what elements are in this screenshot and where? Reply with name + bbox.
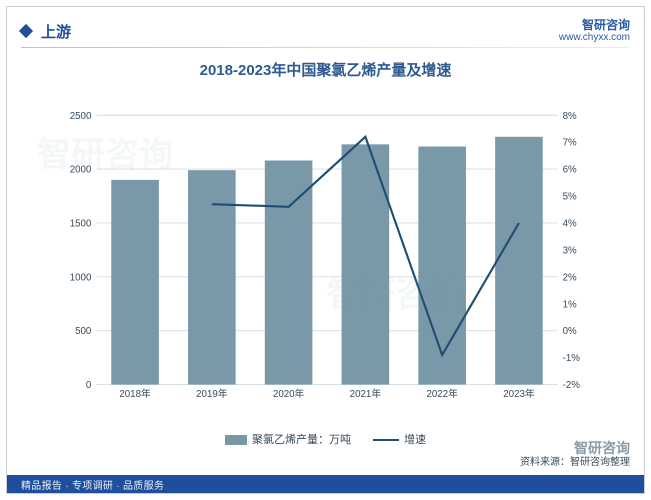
svg-text:0%: 0% [563,326,577,337]
legend-line-label: 增速 [404,434,426,446]
header: 上游 Development background 智研咨询 www.chyxx… [21,17,630,45]
bar [111,180,159,385]
svg-text:500: 500 [75,326,92,337]
svg-text:2021年: 2021年 [350,387,382,400]
header-tab: 上游 [41,21,71,42]
svg-text:7%: 7% [563,138,577,149]
footer-text: 精品报告 · 专项调研 · 品质服务 [21,477,164,492]
bar [495,137,543,385]
bar [188,170,236,384]
brand-url: www.chyxx.com [559,32,630,43]
svg-text:2023年: 2023年 [503,387,535,400]
svg-text:0: 0 [86,380,92,391]
chart-plot: 0 500 1000 1500 2000 2500 -2% -1% 0% 1% 2% 3% 4% 5% 6%… [63,93,591,421]
bar [342,144,390,384]
svg-text:2500: 2500 [70,111,92,122]
svg-text:5%: 5% [563,192,577,203]
svg-text:1%: 1% [563,299,577,310]
svg-text:3%: 3% [563,245,577,256]
svg-text:-2%: -2% [563,380,581,391]
svg-text:2020年: 2020年 [273,387,305,400]
svg-text:1000: 1000 [70,272,92,283]
legend-bar-swatch [225,435,247,445]
frame: 上游 Development background 智研咨询 www.chyxx… [6,6,645,494]
svg-text:2000: 2000 [70,165,92,176]
legend-bars: 聚氯乙烯产量：万吨 [225,431,351,447]
svg-text:6%: 6% [563,165,577,176]
svg-text:8%: 8% [563,111,577,122]
svg-text:1500: 1500 [70,219,92,230]
chart-svg: 0 500 1000 1500 2000 2500 -2% -1% 0% 1% 2% 3% 4% 5% 6%… [63,93,591,421]
footer-bar: 精品报告 · 专项调研 · 品质服务 [7,475,644,493]
svg-text:2018年: 2018年 [119,387,151,400]
header-ghost-text: Development background [55,19,286,39]
source-block: 智研咨询 资料来源：智研咨询整理 [520,440,630,469]
legend-line: 增速 [373,431,426,447]
svg-text:2022年: 2022年 [426,387,458,400]
legend-line-swatch [373,439,399,441]
legend-bar-label: 聚氯乙烯产量：万吨 [252,434,351,446]
chart-title: 2018-2023年中国聚氯乙烯产量及增速 [7,59,644,80]
svg-text:-1%: -1% [563,353,581,364]
brand-top-right: 智研咨询 www.chyxx.com [559,19,630,43]
header-divider [21,47,630,48]
brand-name: 智研咨询 [559,19,630,32]
svg-text:4%: 4% [563,219,577,230]
bar [265,161,313,385]
source-line: 资料来源：智研咨询整理 [520,457,630,469]
diamond-icon [19,24,33,38]
bar [418,146,466,384]
watermark-brand: 智研咨询 [520,440,630,457]
svg-text:2%: 2% [563,272,577,283]
svg-text:2019年: 2019年 [196,387,228,400]
